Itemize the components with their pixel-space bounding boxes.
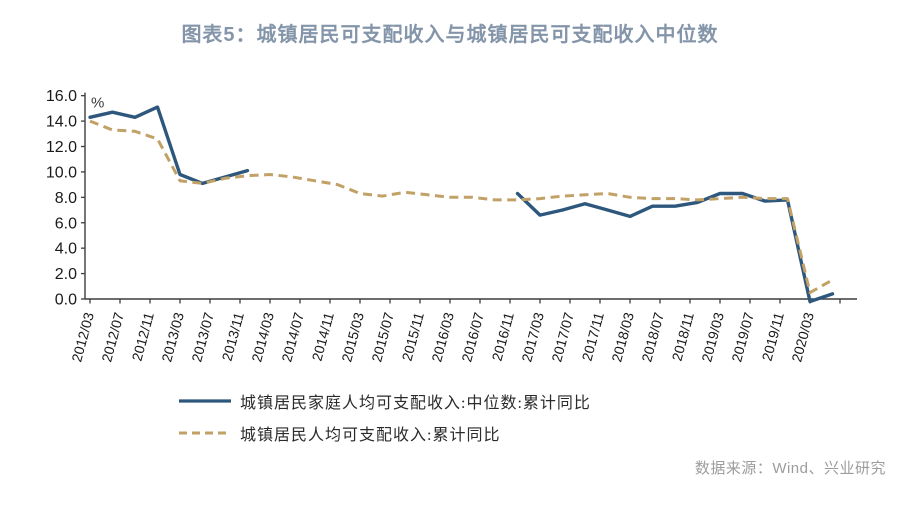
legend-item-median-income: 城镇居民家庭人均可支配收入:中位数:累计同比 xyxy=(178,388,591,414)
x-tick-label: 2014/11 xyxy=(309,310,337,362)
x-tick-label: 2015/11 xyxy=(399,310,427,362)
x-tick-label: 2015/03 xyxy=(338,310,367,363)
x-tick-label: 2012/03 xyxy=(68,310,97,363)
y-tick-label: 6.0 xyxy=(55,215,77,232)
x-tick-label: 2016/11 xyxy=(489,310,517,362)
x-tick-label: 2019/07 xyxy=(728,310,757,363)
x-tick-label: 2017/11 xyxy=(579,310,607,362)
legend-item-per-capita-income: 城镇居民人均可支配收入:累计同比 xyxy=(178,420,591,446)
line-chart-plot: 0.02.04.06.08.010.012.014.016.0 %2012/03 2… xyxy=(46,88,857,364)
x-tick-label: 2013/03 xyxy=(158,310,187,363)
solid-line-swatch-icon xyxy=(179,399,231,403)
per-capita-income-line xyxy=(89,119,834,295)
x-tick-label: 2012/11 xyxy=(129,310,157,362)
x-tick-label: 2015/07 xyxy=(368,310,397,363)
x-tick-label: 2014/03 xyxy=(248,310,277,363)
x-tick-label: 2016/03 xyxy=(428,310,457,363)
data-source-note: 数据来源：Wind、兴业研究 xyxy=(694,460,886,477)
x-tick-label: 2019/11 xyxy=(759,310,787,362)
x-tick-label: 2017/07 xyxy=(548,310,577,363)
x-tick-label: 2019/03 xyxy=(698,310,727,363)
x-tick-label: 2018/07 xyxy=(638,310,667,363)
chart-title: 图表5：城镇居民可支配收入与城镇居民可支配收入中位数 xyxy=(181,24,719,46)
x-tick-label: 2013/11 xyxy=(219,310,247,362)
x-tick-label: 2020/03 xyxy=(788,310,817,363)
x-tick-label: 2018/03 xyxy=(608,310,637,363)
x-tick-label: 2016/07 xyxy=(458,310,487,363)
y-tick-label: 10.0 xyxy=(46,164,77,181)
x-tick-label: 2018/11 xyxy=(669,310,697,362)
y-tick-label: 14.0 xyxy=(46,114,77,131)
y-tick-label: 0.0 xyxy=(55,292,77,309)
y-tick-label: 2.0 xyxy=(55,266,77,283)
x-tick-label: 2017/03 xyxy=(518,310,547,363)
y-axis-unit-label: % xyxy=(91,95,104,112)
x-tick-label: 2012/07 xyxy=(98,310,127,363)
legend-label-median-income: 城镇居民家庭人均可支配收入:中位数:累计同比 xyxy=(240,395,591,412)
y-tick-label: 4.0 xyxy=(55,241,77,258)
median-income-line xyxy=(88,105,250,186)
median-income-line xyxy=(515,191,835,304)
x-tick-label: 2013/07 xyxy=(188,310,217,363)
y-tick-label: 12.0 xyxy=(46,139,77,156)
legend-label-per-capita-income: 城镇居民人均可支配收入:累计同比 xyxy=(240,427,501,444)
chart-legend: 城镇居民家庭人均可支配收入:中位数:累计同比 城镇居民人均可支配收入:累计同比 xyxy=(178,388,591,446)
y-tick-label: 8.0 xyxy=(55,190,77,207)
x-tick-label: 2014/07 xyxy=(278,310,307,363)
y-tick-label: 16.0 xyxy=(46,88,77,105)
dashed-line-swatch-icon xyxy=(179,431,231,435)
